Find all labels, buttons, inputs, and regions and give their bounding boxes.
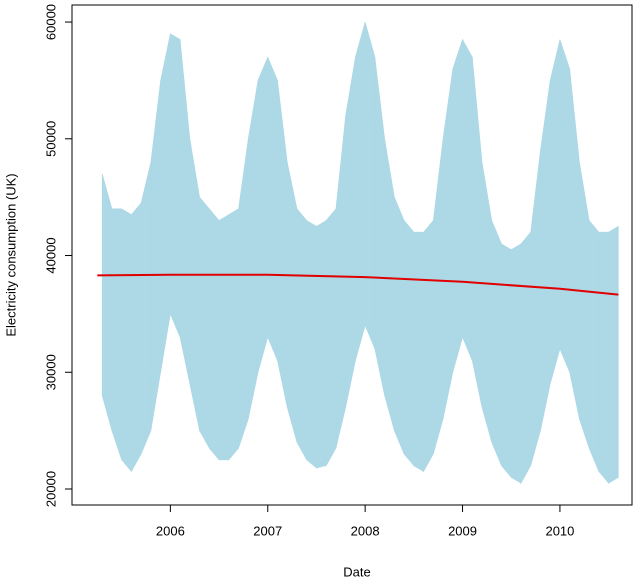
range-band [598,231,609,484]
y-tick-label: 30000 [43,354,58,390]
plot-frame [71,4,633,506]
range-band [199,196,210,450]
range-band [316,219,327,469]
range-band [286,162,298,443]
range-band [355,21,366,361]
x-axis-label: Date [343,564,370,579]
range-band [189,138,200,431]
range-band [335,115,346,449]
range-band [569,68,580,420]
range-band [608,225,619,484]
range-band [471,57,483,408]
plot-area [97,21,619,485]
range-band [481,162,493,443]
range-band [228,208,239,461]
range-band [267,56,278,361]
range-band [384,138,395,431]
range-band [491,220,502,466]
range-band [296,208,308,461]
range-band [403,219,415,467]
range-band [442,68,454,420]
range-band [413,231,424,473]
range-band [462,38,473,361]
range-band [345,57,356,408]
y-tick-label: 50000 [43,121,58,157]
range-band [501,243,512,479]
x-tick-label: 2007 [253,523,282,538]
range-band [160,33,171,373]
x-tick-label: 2008 [351,523,380,538]
range-band [540,80,551,431]
range-band [433,138,444,455]
range-band [131,202,142,473]
range-band [140,162,152,455]
range-band [209,208,220,461]
y-tick-label: 40000 [43,237,58,273]
range-band [579,162,590,449]
range-band [277,80,288,408]
x-tick-label: 2006 [156,523,185,538]
range-band [306,219,317,469]
range-band [101,173,113,431]
range-band [423,219,434,473]
range-band [520,231,532,485]
trend-line [97,273,619,296]
y-tick-label: 20000 [43,471,58,507]
range-band [150,80,161,431]
range-band [452,39,463,373]
range-band [588,219,600,472]
range-band [559,39,570,373]
range-band [530,150,541,466]
range-band [394,197,405,455]
range-band [121,208,132,473]
y-tick-label: 60000 [43,4,58,40]
range-band [247,80,259,420]
range-band [325,208,337,467]
range-band [170,33,181,338]
range-band [549,39,561,385]
range-band [364,21,376,350]
range-band [111,208,122,460]
range-band [510,243,522,484]
range-band [257,56,269,373]
range-band [218,214,230,461]
x-tick-label: 2010 [545,523,574,538]
range-band [238,138,249,449]
y-axis-label: Electricity consumption (UK) [3,173,18,336]
range-band [374,57,385,396]
range-band [179,39,191,385]
x-tick-label: 2009 [448,523,477,538]
